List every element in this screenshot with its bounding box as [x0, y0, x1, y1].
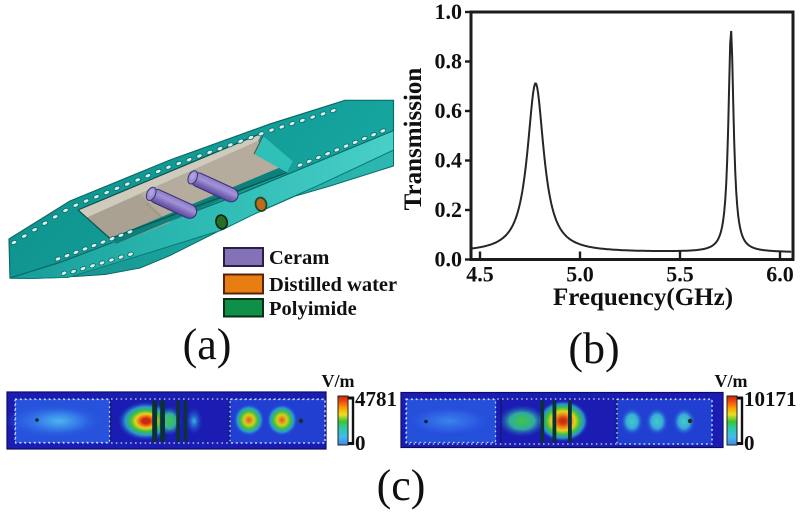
svg-text:0.8: 0.8 [435, 49, 463, 74]
svg-text:V/m: V/m [322, 371, 355, 391]
svg-text:0: 0 [355, 431, 366, 455]
svg-text:Ceram: Ceram [269, 247, 329, 269]
svg-text:4.5: 4.5 [466, 262, 494, 287]
svg-text:(c): (c) [377, 461, 426, 510]
svg-text:Polyimide: Polyimide [269, 298, 357, 320]
svg-text:Distilled water: Distilled water [269, 274, 397, 296]
svg-text:(a): (a) [183, 320, 232, 369]
svg-text:Transmission: Transmission [400, 68, 427, 211]
svg-text:0.4: 0.4 [435, 148, 463, 173]
svg-text:10171: 10171 [744, 387, 797, 411]
svg-text:0.2: 0.2 [435, 197, 463, 222]
svg-text:1.0: 1.0 [435, 0, 463, 24]
svg-text:Frequency(GHz): Frequency(GHz) [553, 284, 733, 311]
svg-text:6.0: 6.0 [766, 262, 794, 287]
svg-text:5.5: 5.5 [666, 262, 694, 287]
svg-text:(b): (b) [568, 324, 619, 373]
svg-text:V/m: V/m [715, 371, 748, 391]
svg-text:4781: 4781 [355, 387, 397, 411]
svg-text:0.6: 0.6 [435, 98, 463, 123]
svg-text:0.0: 0.0 [435, 247, 463, 272]
svg-text:0: 0 [744, 431, 755, 455]
svg-text:5.0: 5.0 [566, 262, 594, 287]
